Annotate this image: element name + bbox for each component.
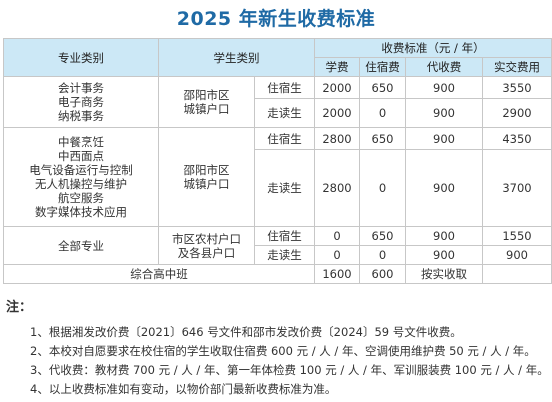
- major-cell: 会计事务 电子商务 纳税事务: [3, 76, 159, 128]
- student-type: 住宿生: [254, 226, 315, 246]
- page-title: 2025 年新生收费标准: [176, 8, 376, 30]
- tuition-value: 2800: [314, 149, 360, 227]
- major-name: 电气设备运行与控制: [29, 163, 133, 177]
- major-name: 中餐烹饪: [58, 135, 104, 149]
- major-cell: 综合高中班: [3, 264, 315, 284]
- hukou-line: 邵阳市区: [183, 88, 230, 102]
- actual-value: 3550: [482, 76, 552, 99]
- fee-table: 专业类别 学生类别 收费标准（元 / 年） 学费 住宿费 代收费 实交费用 会计…: [3, 38, 552, 284]
- header-agency: 代收费: [405, 57, 483, 77]
- lodging-value: 0: [359, 149, 406, 227]
- lodging-value: 650: [359, 76, 406, 99]
- hukou-line: 市区农村户口: [172, 231, 241, 246]
- lodging-value: 650: [359, 127, 406, 150]
- major-cell: 全部专业: [3, 226, 159, 265]
- tuition-value: 2000: [314, 98, 360, 128]
- agency-value: 900: [405, 226, 483, 246]
- note-item: 4、以上收费标准如有变动，以物价部门最新收费标准为准。: [30, 382, 337, 396]
- table-row: 走读生 2000 0 900 2900: [4, 98, 552, 128]
- actual-value: 900: [482, 245, 552, 265]
- note-item: 1、根据湘发改价费〔2021〕646 号文件和邵市发改价费〔2024〕59 号文…: [30, 325, 462, 339]
- hukou-line: 邵阳市区: [183, 163, 230, 177]
- agency-value: 900: [405, 127, 483, 150]
- hukou-line: 及各县户口: [177, 245, 236, 260]
- header-row: 专业类别 学生类别 收费标准（元 / 年）: [3, 38, 552, 77]
- agency-value: 900: [405, 76, 483, 99]
- hukou-line: 城镇户口: [183, 102, 230, 116]
- major-name: 会计事务: [58, 81, 104, 95]
- header-actual: 实交费用: [482, 57, 552, 77]
- actual-value: 2900: [482, 98, 552, 128]
- major-name: 无人机操控与维护: [35, 177, 127, 191]
- tuition-value: 1600: [314, 264, 360, 284]
- subheader-row: 学费 住宿费 代收费 实交费用: [4, 57, 552, 77]
- agency-value: 900: [405, 245, 483, 265]
- header-major: 专业类别: [3, 38, 159, 77]
- table-row: 会计事务 电子商务 纳税事务 邵阳市区 城镇户口 住宿生 2000 650 90…: [3, 76, 552, 128]
- tuition-value: 0: [314, 245, 360, 265]
- major-name: 纳税事务: [58, 109, 104, 123]
- table-row: 中餐烹饪 中西面点 电气设备运行与控制 无人机操控与维护 航空服务 数字媒体技术…: [3, 127, 552, 227]
- student-type: 住宿生: [254, 76, 315, 99]
- table-row: 走读生 2800 0 900 3700: [4, 149, 552, 227]
- agency-value: 按实收取: [405, 264, 483, 284]
- hukou-line: 城镇户口: [183, 177, 230, 191]
- actual-value: [482, 264, 552, 284]
- major-name: 电子商务: [58, 95, 104, 109]
- major-name: 航空服务: [58, 191, 104, 205]
- agency-value: 900: [405, 149, 483, 227]
- lodging-value: 600: [359, 264, 406, 284]
- tuition-value: 0: [314, 226, 360, 246]
- notes-section: 注： 1、根据湘发改价费〔2021〕646 号文件和邵市发改价费〔2024〕59…: [6, 296, 551, 399]
- lodging-value: 0: [359, 98, 406, 128]
- table-row: 全部专业 市区农村户口 及各县户口 住宿生 0 650 900 1550: [3, 226, 552, 265]
- header-lodging: 住宿费: [359, 57, 406, 77]
- lodging-value: 0: [359, 245, 406, 265]
- actual-value: 4350: [482, 127, 552, 150]
- student-type: 住宿生: [254, 127, 315, 150]
- notes-title: 注：: [6, 300, 33, 315]
- table-row: 综合高中班 1600 600 按实收取: [3, 264, 552, 284]
- header-student-type: 学生类别: [158, 38, 315, 77]
- student-type: 走读生: [254, 149, 315, 227]
- actual-value: 1550: [482, 226, 552, 246]
- header-fee-standard: 收费标准（元 / 年）: [314, 38, 552, 58]
- student-type: 走读生: [254, 98, 315, 128]
- tuition-value: 2000: [314, 76, 360, 99]
- major-name: 数字媒体技术应用: [35, 205, 127, 219]
- agency-value: 900: [405, 98, 483, 128]
- hukou-cell: 邵阳市区 城镇户口: [158, 76, 255, 128]
- hukou-cell: 邵阳市区 城镇户口: [158, 127, 255, 227]
- note-item: 2、本校对自愿要求在校住宿的学生收取住宿费 600 元 / 人 / 年、空调使用…: [30, 344, 536, 358]
- lodging-value: 650: [359, 226, 406, 246]
- note-item: 3、代收费：教材费 700 元 / 人 / 年、第一年体检费 100 元 / 人…: [30, 363, 549, 377]
- major-cell: 中餐烹饪 中西面点 电气设备运行与控制 无人机操控与维护 航空服务 数字媒体技术…: [3, 127, 159, 227]
- student-type: 走读生: [254, 245, 315, 265]
- header-tuition: 学费: [314, 57, 360, 77]
- tuition-value: 2800: [314, 127, 360, 150]
- hukou-cell: 市区农村户口 及各县户口: [158, 226, 255, 265]
- major-name: 中西面点: [58, 149, 104, 163]
- actual-value: 3700: [482, 149, 552, 227]
